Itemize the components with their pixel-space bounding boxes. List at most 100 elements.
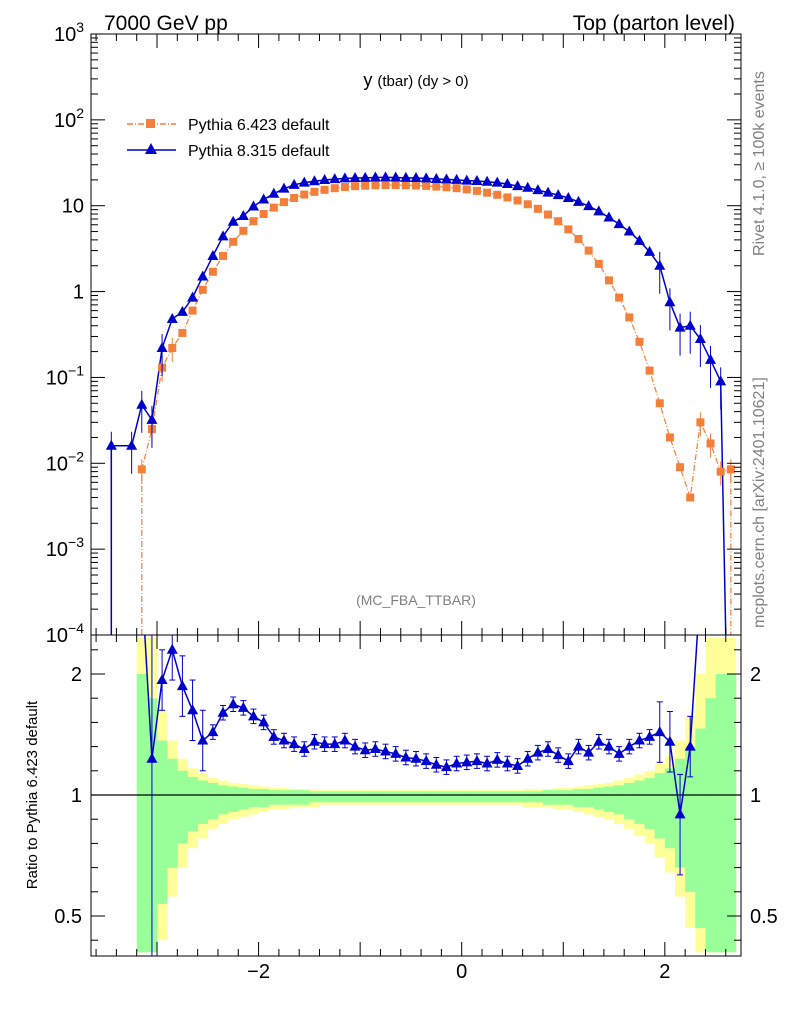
pythia6-point bbox=[178, 328, 187, 337]
pythia6-point bbox=[208, 267, 217, 276]
ratio-point bbox=[410, 752, 422, 763]
ratio-point bbox=[258, 716, 270, 727]
legend-marker-pythia8 bbox=[145, 143, 157, 154]
pythia6-point bbox=[645, 366, 654, 375]
ratio-point bbox=[380, 745, 392, 756]
pythia6-point bbox=[422, 181, 431, 190]
ratio-point bbox=[603, 740, 615, 751]
pythia6-point bbox=[533, 204, 542, 213]
x-tick-label: 0 bbox=[456, 961, 467, 983]
y-tick-base: 10 bbox=[46, 453, 68, 475]
pythia6-point bbox=[229, 237, 238, 246]
pythia6-point bbox=[594, 259, 603, 268]
pythia8-point bbox=[248, 200, 259, 211]
pythia6-point bbox=[188, 306, 197, 315]
green-band-bin bbox=[197, 780, 209, 825]
green-band-bin bbox=[360, 791, 371, 803]
main-title-symbol: y bbox=[363, 70, 372, 90]
green-band-bin bbox=[421, 791, 432, 803]
ratio-point bbox=[248, 710, 259, 721]
green-band-bin bbox=[349, 791, 361, 803]
ratio-point bbox=[491, 753, 503, 764]
ratio-point bbox=[420, 755, 432, 766]
ratio-point bbox=[227, 698, 239, 709]
pythia8-point bbox=[369, 171, 381, 182]
green-band-bin bbox=[593, 787, 605, 810]
ratio-panel: 0.5 0.5 1 1 2 2 −2 0 2 Ratio to Pythia 6.423 def… bbox=[24, 634, 778, 983]
pythia8-point bbox=[187, 291, 199, 302]
pythia6-point bbox=[249, 217, 258, 226]
green-band-bin bbox=[705, 698, 716, 953]
pythia8-point bbox=[501, 178, 513, 189]
pythia6-point bbox=[219, 251, 228, 260]
green-band-bin bbox=[664, 768, 676, 849]
ratio-point bbox=[400, 751, 412, 762]
ratio-point bbox=[156, 674, 168, 685]
green-band-bin bbox=[289, 790, 300, 805]
pythia6-point bbox=[239, 226, 248, 235]
pythia8-point bbox=[583, 200, 595, 211]
pythia8-point bbox=[288, 178, 300, 189]
green-band-bin bbox=[542, 790, 554, 805]
ratio-y-tick-label-left: 1 bbox=[71, 785, 82, 807]
green-band-bin bbox=[136, 674, 148, 953]
ratio-point bbox=[644, 730, 656, 741]
pythia8-point bbox=[573, 195, 584, 206]
pythia8-point bbox=[258, 193, 270, 204]
ratio-point bbox=[623, 740, 635, 751]
pythia6-point bbox=[361, 181, 370, 190]
ratio-point bbox=[542, 743, 554, 754]
pythia8-point bbox=[532, 184, 544, 195]
pythia8-point bbox=[512, 180, 524, 191]
ratio-point bbox=[329, 738, 341, 749]
green-band-bin bbox=[644, 778, 655, 829]
ratio-point bbox=[369, 743, 381, 754]
pythia8-point bbox=[126, 439, 138, 450]
ratio-point bbox=[532, 746, 544, 757]
y-tick-label: 10−3 bbox=[46, 534, 84, 561]
ratio-point bbox=[451, 757, 463, 768]
ratio-point bbox=[461, 756, 473, 767]
pythia6-point bbox=[198, 285, 207, 294]
green-band-bin bbox=[563, 790, 574, 805]
pythia8-point bbox=[410, 172, 422, 183]
pythia6-point bbox=[168, 344, 177, 353]
pythia8-point bbox=[694, 333, 706, 344]
ratio-ylabel: Ratio to Pythia 6.423 default bbox=[24, 700, 41, 889]
green-band-bin bbox=[451, 791, 463, 803]
pythia8-point bbox=[654, 259, 666, 270]
pythia8-point bbox=[471, 175, 483, 186]
pythia6-point bbox=[472, 186, 481, 195]
green-band-bin bbox=[167, 758, 178, 868]
pythia6-point bbox=[503, 193, 512, 202]
ratio-point bbox=[633, 734, 645, 745]
ratio-point bbox=[481, 757, 493, 768]
green-band-bin bbox=[573, 788, 584, 808]
pythia6-point bbox=[635, 337, 644, 346]
pythia6-point bbox=[706, 439, 715, 448]
pythia6-point bbox=[483, 188, 492, 197]
green-band-bin bbox=[329, 791, 341, 803]
main-curves bbox=[105, 171, 735, 636]
ratio-point bbox=[298, 743, 310, 754]
pythia6-point bbox=[137, 465, 146, 474]
pythia8-point bbox=[329, 173, 341, 184]
pythia6-point bbox=[554, 217, 563, 226]
pythia8-point bbox=[278, 182, 290, 193]
pythia6-point bbox=[442, 183, 451, 192]
green-band-bin bbox=[492, 791, 503, 803]
green-band-bin bbox=[614, 785, 625, 815]
green-band-bin bbox=[583, 788, 595, 808]
ratio-point bbox=[146, 752, 158, 763]
pythia8-point bbox=[176, 305, 188, 316]
green-band-bin bbox=[157, 740, 168, 904]
y-tick-exponent: −4 bbox=[68, 620, 84, 636]
pythia8-point bbox=[684, 319, 696, 330]
pythia6-point bbox=[574, 234, 583, 243]
pythia8-point bbox=[481, 175, 493, 186]
green-band-bin bbox=[512, 791, 523, 803]
pythia6-point bbox=[401, 181, 410, 190]
pythia8-point bbox=[430, 172, 442, 183]
